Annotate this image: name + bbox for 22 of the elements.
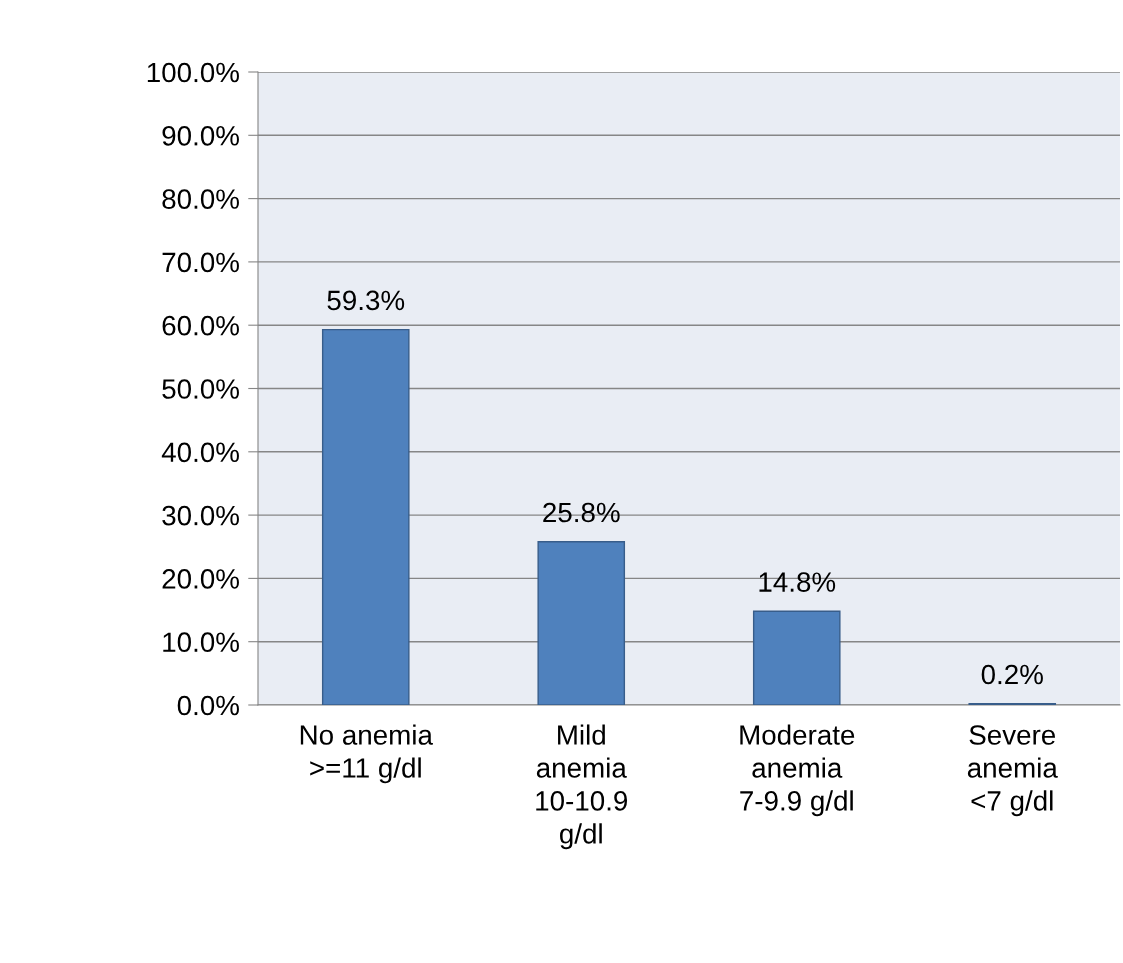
y-tick-label: 90.0% [162,125,239,146]
x-tick-label: Severe anemia <7 g/dl [967,725,1058,817]
y-tick-label: 0.0% [177,695,239,716]
bar [537,540,626,705]
data-label: 14.8% [759,572,836,592]
x-tick-label: Mild anemia 10-10.9 g/dl [536,724,628,850]
y-tick-label: 100.0% [147,62,239,83]
x-tick-label: Moderate anemia 7-9.9 g/dl [740,724,855,817]
data-label: 0.2% [981,664,1043,685]
data-label: 25.8% [543,502,620,523]
y-tick-label: 50.0% [162,379,239,399]
y-tick-label: 30.0% [162,505,239,526]
y-tick-label: 40.0% [161,442,239,463]
y-tick-label: 70.0% [162,252,239,273]
y-tick-label: 10.0% [163,632,239,653]
y-tick-label: 20.0% [162,569,239,589]
x-tick-label: No anemia >=11 g/dl [300,724,433,784]
y-tick-label: 60.0% [162,315,239,336]
data-label: 59.3% [327,290,405,311]
y-tick-label: 80.0% [162,189,239,209]
bar [321,328,410,705]
bar [752,610,841,705]
